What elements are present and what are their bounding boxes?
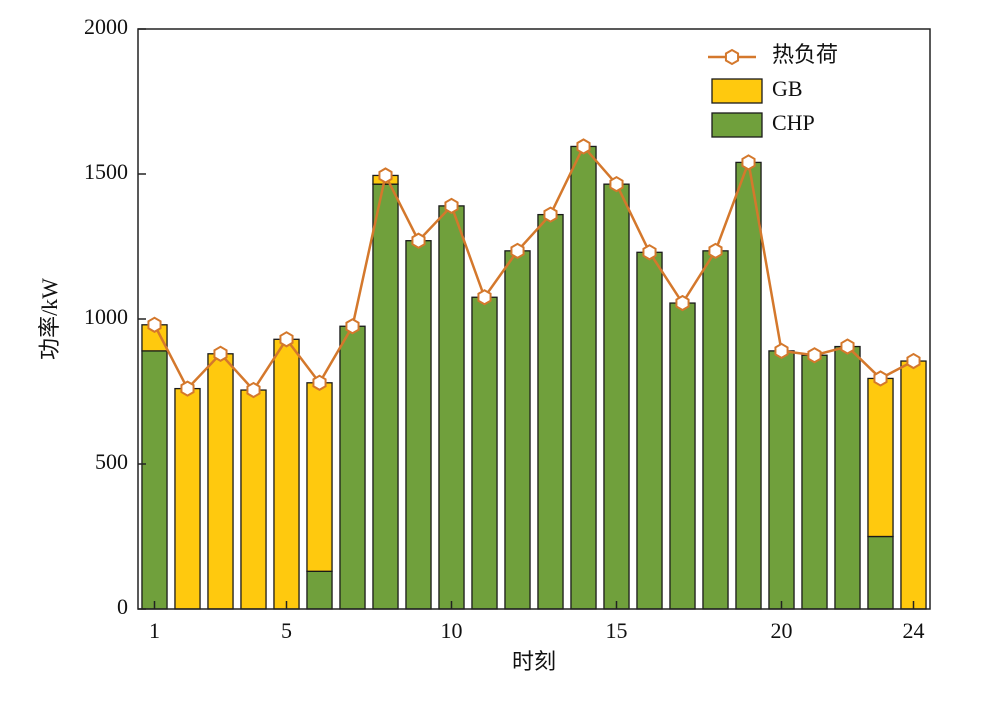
legend-label: GB xyxy=(772,76,803,101)
load-marker xyxy=(411,232,426,249)
y-tick-label: 1500 xyxy=(84,159,128,184)
load-marker xyxy=(609,175,624,193)
bar xyxy=(438,205,465,610)
bar xyxy=(900,360,927,610)
x-tick-label: 5 xyxy=(281,618,292,643)
bar xyxy=(405,240,432,610)
load-marker xyxy=(840,338,855,355)
x-tick-label: 10 xyxy=(441,618,463,643)
bar xyxy=(669,302,696,610)
load-marker xyxy=(576,138,591,155)
bar xyxy=(867,535,894,610)
load-marker xyxy=(675,294,690,312)
bar xyxy=(834,345,861,610)
bar xyxy=(636,251,663,610)
load-marker xyxy=(279,331,294,348)
bar xyxy=(306,570,333,610)
y-tick-label: 500 xyxy=(95,449,128,474)
bar xyxy=(735,161,762,610)
x-tick-label: 20 xyxy=(771,618,793,643)
load-marker xyxy=(510,242,525,260)
load-marker xyxy=(708,242,723,260)
bar xyxy=(537,213,564,610)
legend-swatch xyxy=(711,78,763,104)
bar xyxy=(207,353,234,610)
load-marker xyxy=(444,197,459,215)
load-marker xyxy=(312,374,327,391)
bar xyxy=(174,387,201,610)
legend-label: CHP xyxy=(772,110,815,135)
load-marker xyxy=(642,244,657,261)
y-tick-label: 2000 xyxy=(84,14,128,39)
load-marker xyxy=(213,345,228,362)
bar xyxy=(570,145,597,610)
x-tick-label: 1 xyxy=(149,618,160,643)
load-marker xyxy=(378,167,393,184)
load-marker xyxy=(906,352,921,370)
load-marker xyxy=(147,316,162,333)
y-axis-label: 功率/kW xyxy=(37,278,62,360)
load-marker xyxy=(477,289,492,306)
x-axis-label: 时刻 xyxy=(512,649,556,674)
bar xyxy=(471,296,498,610)
load-marker xyxy=(180,380,195,397)
load-marker xyxy=(741,154,756,171)
legend-label: 热负荷 xyxy=(772,42,838,67)
bar xyxy=(339,325,366,610)
bar xyxy=(141,350,168,610)
bar xyxy=(273,338,300,610)
bar xyxy=(867,377,894,538)
load-marker xyxy=(873,370,888,387)
legend-marker xyxy=(724,48,740,66)
bar xyxy=(801,354,828,610)
load-marker xyxy=(246,381,261,399)
load-marker xyxy=(774,342,789,360)
bar xyxy=(702,250,729,610)
x-tick-label: 24 xyxy=(903,618,925,643)
bar xyxy=(768,350,795,610)
bar xyxy=(504,250,531,610)
bar xyxy=(603,183,630,610)
load-marker xyxy=(345,318,360,335)
legend-swatch xyxy=(711,112,763,138)
x-tick-label: 15 xyxy=(606,618,628,643)
y-tick-label: 1000 xyxy=(84,304,128,329)
bar xyxy=(240,389,267,610)
bar xyxy=(306,382,333,572)
load-marker xyxy=(543,206,558,223)
bar xyxy=(372,183,399,610)
load-marker xyxy=(807,347,822,364)
y-tick-label: 0 xyxy=(117,594,128,619)
load-line xyxy=(153,144,915,393)
